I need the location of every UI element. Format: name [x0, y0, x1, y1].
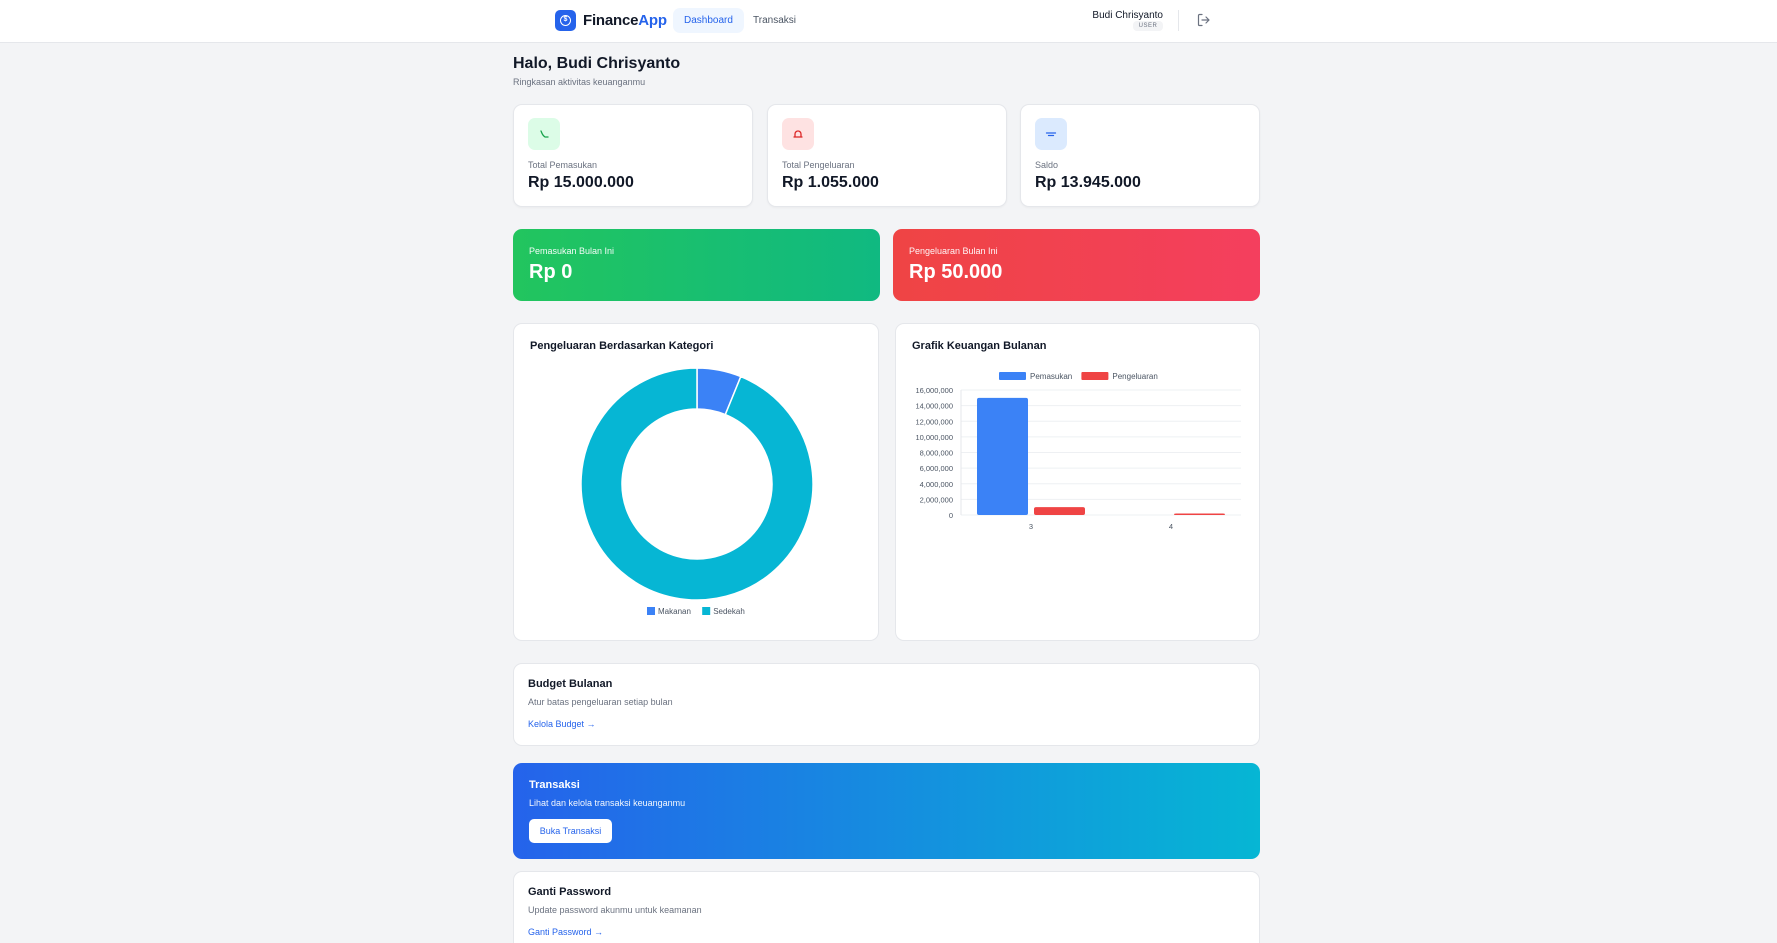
y-tick-label: 0 — [949, 511, 953, 520]
transaksi-banner: Transaksi Lihat dan kelola transaksi keu… — [513, 763, 1260, 859]
transaksi-title: Transaksi — [529, 779, 580, 791]
top-navbar: $ FinanceApp Dashboard Transaksi Budi Ch… — [0, 0, 1777, 43]
legend-swatch — [1081, 372, 1109, 380]
slice-sedekah[interactable] — [580, 367, 814, 601]
budget-desc: Atur batas pengeluaran setiap bulan — [528, 697, 673, 707]
password-title: Ganti Password — [528, 886, 612, 898]
logout-icon[interactable] — [1196, 12, 1212, 28]
app-logo-icon[interactable]: $ — [555, 10, 576, 31]
monthly-bar-chart: 0 2,000,000 4,000,000 6,000,000 8,000,000 10,… — [915, 372, 1241, 531]
chart-title: Grafik Keuangan Bulanan — [912, 340, 1047, 352]
password-desc: Update password akunmu untuk keamanan — [528, 905, 702, 915]
stat-card-expense: Total Pengeluaran Rp 1.055.000 — [767, 104, 1007, 207]
app-brand[interactable]: FinanceApp — [583, 12, 667, 29]
manage-budget-link[interactable]: Kelola Budget → — [528, 719, 596, 729]
banner-value: Rp 0 — [529, 261, 573, 283]
user-role-badge: USER — [1133, 21, 1163, 31]
password-card: Ganti Password Update password akunmu un… — [513, 871, 1260, 943]
x-tick-label: 3 — [1029, 522, 1033, 531]
budget-title: Budget Bulanan — [528, 678, 613, 690]
change-password-link[interactable]: Ganti Password → — [528, 927, 604, 937]
y-tick-label: 4,000,000 — [920, 480, 953, 489]
stat-label: Saldo — [1035, 160, 1059, 170]
y-tick-label: 16,000,000 — [915, 386, 953, 395]
category-chart-card: Pengeluaran Berdasarkan Kategori Makanan… — [513, 323, 879, 641]
legend-swatch — [999, 372, 1026, 380]
stat-card-income: Total Pemasukan Rp 15.000.000 — [513, 104, 753, 207]
brand-part2: App — [638, 12, 667, 29]
transaksi-desc: Lihat dan kelola transaksi keuanganmu — [529, 798, 686, 808]
banner-value: Rp 50.000 — [909, 261, 1003, 283]
banner-label: Pemasukan Bulan Ini — [529, 246, 615, 256]
tab-transaksi[interactable]: Transaksi — [753, 15, 796, 26]
monthly-expense-banner: Pengeluaran Bulan Ini Rp 50.000 — [893, 229, 1260, 301]
stat-label: Total Pengeluaran — [782, 160, 855, 170]
legend-swatch — [702, 607, 711, 615]
legend-label: Makanan — [658, 607, 691, 616]
category-doughnut-chart: Makanan Sedekah — [580, 367, 814, 616]
monthly-income-banner: Pemasukan Bulan Ini Rp 0 — [513, 229, 880, 301]
income-icon — [528, 118, 560, 150]
page-subtitle: Ringkasan aktivitas keuanganmu — [513, 77, 646, 87]
y-tick-label: 14,000,000 — [915, 402, 953, 411]
bar-pengeluaran-4[interactable] — [1174, 513, 1225, 516]
stat-label: Total Pemasukan — [528, 160, 598, 170]
chart-title: Pengeluaran Berdasarkan Kategori — [530, 340, 714, 352]
y-tick-label: 2,000,000 — [920, 495, 953, 504]
stat-value: Rp 13.945.000 — [1035, 174, 1141, 191]
wallet-icon — [1035, 118, 1067, 150]
brand-part1: Finance — [583, 12, 639, 29]
bar-pengeluaran-3[interactable] — [1034, 507, 1085, 515]
monthly-chart-card: Grafik Keuangan Bulanan 0 2,000,000 4,000,… — [895, 323, 1260, 641]
y-tick-label: 10,000,000 — [915, 433, 953, 442]
expense-icon — [782, 118, 814, 150]
y-tick-label: 12,000,000 — [915, 417, 953, 426]
legend-label: Sedekah — [713, 607, 745, 616]
legend-swatch — [647, 607, 655, 615]
user-name: Budi Chrisyanto — [1092, 10, 1163, 21]
bar-pemasukan-3[interactable] — [977, 397, 1028, 515]
legend-label: Pemasukan — [1030, 372, 1072, 381]
x-tick-label: 4 — [1169, 522, 1173, 531]
open-transaksi-button[interactable]: Buka Transaksi — [529, 819, 612, 843]
stat-value: Rp 1.055.000 — [782, 174, 879, 191]
y-tick-label: 8,000,000 — [920, 449, 953, 458]
budget-card: Budget Bulanan Atur batas pengeluaran se… — [513, 663, 1260, 746]
legend-label: Pengeluaran — [1112, 372, 1157, 381]
tab-dashboard[interactable]: Dashboard — [673, 8, 744, 33]
banner-label: Pengeluaran Bulan Ini — [909, 246, 998, 256]
nav-divider — [1178, 10, 1179, 31]
y-tick-label: 6,000,000 — [920, 464, 953, 473]
stat-card-balance: Saldo Rp 13.945.000 — [1020, 104, 1260, 207]
page-title: Halo, Budi Chrisyanto — [513, 55, 681, 72]
stat-value: Rp 15.000.000 — [528, 174, 634, 191]
